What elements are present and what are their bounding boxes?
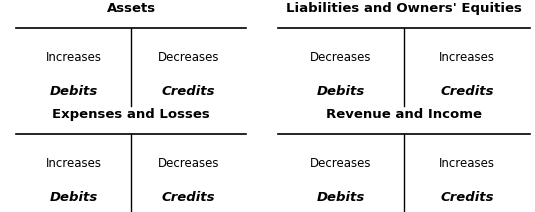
Text: Debits: Debits [317, 191, 365, 204]
Text: Revenue and Income: Revenue and Income [326, 108, 482, 121]
Text: Credits: Credits [162, 85, 215, 98]
Text: Decreases: Decreases [158, 51, 219, 64]
Text: Increases: Increases [439, 51, 495, 64]
Text: Expenses and Losses: Expenses and Losses [52, 108, 210, 121]
Text: Increases: Increases [45, 51, 102, 64]
Text: Liabilities and Owners' Equities: Liabilities and Owners' Equities [286, 2, 522, 15]
Text: Credits: Credits [162, 191, 215, 204]
Text: Assets: Assets [106, 2, 156, 15]
Text: Increases: Increases [439, 157, 495, 170]
Text: Decreases: Decreases [158, 157, 219, 170]
Text: Debits: Debits [317, 85, 365, 98]
Text: Credits: Credits [440, 191, 494, 204]
Text: Increases: Increases [45, 157, 102, 170]
Text: Decreases: Decreases [310, 157, 372, 170]
Text: Debits: Debits [49, 191, 98, 204]
Text: Decreases: Decreases [310, 51, 372, 64]
Text: Debits: Debits [49, 85, 98, 98]
Text: Credits: Credits [440, 85, 494, 98]
